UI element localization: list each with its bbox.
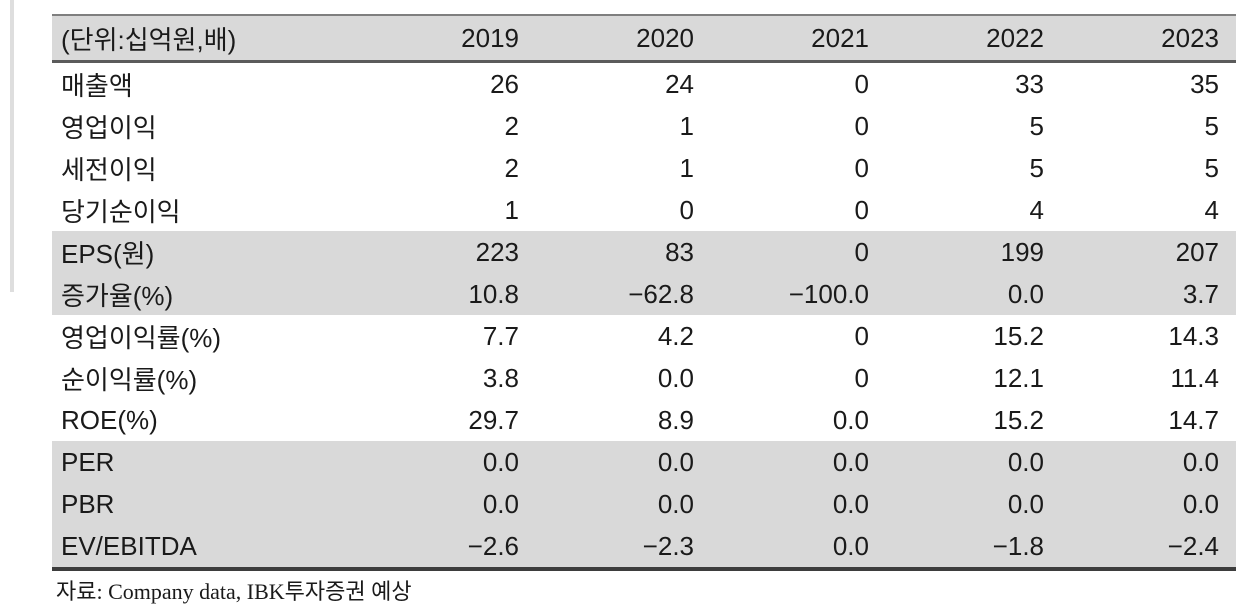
cell-value: −2.3 [642,530,694,561]
cell-value: 0.0 [832,446,869,477]
table-row: 증가율(%) 10.8 −62.8 −100.0 0.0 3.7 [52,273,1236,315]
cell-value: 207 [1175,236,1219,267]
cell-value: 0.0 [1007,488,1044,519]
cell-value: 4 [1204,194,1219,225]
left-margin-rule [10,0,14,292]
cell-value: 33 [1015,68,1044,99]
cell-value: 0 [679,194,694,225]
row-label: 매출액 [61,70,133,101]
financial-summary-table: (단위:십억원,배) 2019 2020 2021 2022 2023 매출액 26 24 0… [52,14,1236,571]
row-label: 영업이익률(%) [61,322,222,353]
cell-value: −1.8 [992,530,1044,561]
cell-value: 2 [504,152,519,183]
table-row: 영업이익률(%) 7.7 4.2 0 15.2 14.3 [52,315,1236,357]
cell-value: 1 [679,110,694,141]
cell-value: 0.0 [482,446,519,477]
table-row: EPS(원) 223 83 0 199 207 [52,231,1236,273]
table-row: 영업이익 2 1 0 5 5 [52,105,1236,147]
source-note: 자료: Company data, IBK투자증권 예상 [56,579,412,604]
cell-value: 0.0 [832,530,869,561]
cell-value: 0 [854,68,869,99]
row-label: PER [61,446,115,477]
table-row: 순이익률(%) 3.8 0.0 0 12.1 11.4 [52,357,1236,399]
table-row: 매출액 26 24 0 33 35 [52,62,1236,106]
table-row: ROE(%) 29.7 8.9 0.0 15.2 14.7 [52,399,1236,441]
cell-value: 0 [854,236,869,267]
cell-value: 0.0 [832,488,869,519]
cell-value: 0.0 [657,362,694,393]
unit-label: (단위:십억원,배) [61,24,237,55]
cell-value: 5 [1204,152,1219,183]
cell-value: 14.7 [1168,404,1219,435]
row-label: 증가율(%) [61,280,174,311]
cell-value: 0.0 [1007,278,1044,309]
row-label: 세전이익 [61,154,157,185]
year-header: 2021 [811,22,869,53]
cell-value: −62.8 [628,278,694,309]
cell-value: 0 [854,110,869,141]
row-label: 순이익률(%) [61,364,198,395]
table-row: 당기순이익 1 0 0 4 4 [52,189,1236,231]
cell-value: 0 [854,152,869,183]
cell-value: 10.8 [468,278,519,309]
row-label: EV/EBITDA [61,530,197,561]
cell-value: 0.0 [657,446,694,477]
cell-value: 0.0 [1182,446,1219,477]
cell-value: 5 [1029,152,1044,183]
cell-value: 0.0 [832,404,869,435]
cell-value: −2.6 [467,530,519,561]
cell-value: −100.0 [788,278,869,309]
cell-value: 0 [854,194,869,225]
row-label: EPS(원) [61,238,155,269]
cell-value: 15.2 [993,320,1044,351]
row-label: 당기순이익 [61,196,181,227]
table-row: PER 0.0 0.0 0.0 0.0 0.0 [52,441,1236,483]
table-header-row: (단위:십억원,배) 2019 2020 2021 2022 2023 [52,15,1236,62]
year-header: 2020 [636,22,694,53]
cell-value: 15.2 [993,404,1044,435]
cell-value: 8.9 [657,404,694,435]
cell-value: 2 [504,110,519,141]
cell-value: −2.4 [1167,530,1219,561]
cell-value: 3.7 [1182,278,1219,309]
table-row: PBR 0.0 0.0 0.0 0.0 0.0 [52,483,1236,525]
cell-value: 26 [490,68,519,99]
year-header: 2019 [461,22,519,53]
cell-value: 35 [1190,68,1219,99]
cell-value: 3.8 [482,362,519,393]
cell-value: 0.0 [482,488,519,519]
cell-value: 4.2 [657,320,694,351]
cell-value: 223 [475,236,519,267]
cell-value: 0.0 [657,488,694,519]
cell-value: 12.1 [993,362,1044,393]
table-row: 세전이익 2 1 0 5 5 [52,147,1236,189]
cell-value: 5 [1029,110,1044,141]
cell-value: 11.4 [1170,362,1219,393]
cell-value: 7.7 [482,320,519,351]
cell-value: 4 [1029,194,1044,225]
cell-value: 83 [665,236,694,267]
row-label: ROE(%) [61,404,158,435]
table-row: EV/EBITDA −2.6 −2.3 0.0 −1.8 −2.4 [52,525,1236,569]
cell-value: 29.7 [468,404,519,435]
cell-value: 1 [504,194,519,225]
cell-value: 1 [679,152,694,183]
cell-value: 5 [1204,110,1219,141]
cell-value: 0.0 [1007,446,1044,477]
cell-value: 0 [854,362,869,393]
row-label: 영업이익 [61,112,157,143]
cell-value: 24 [665,68,694,99]
cell-value: 199 [1000,236,1044,267]
cell-value: 14.3 [1168,320,1219,351]
year-header: 2022 [986,22,1044,53]
cell-value: 0.0 [1182,488,1219,519]
cell-value: 0 [854,320,869,351]
year-header: 2023 [1161,22,1219,53]
row-label: PBR [61,488,115,519]
